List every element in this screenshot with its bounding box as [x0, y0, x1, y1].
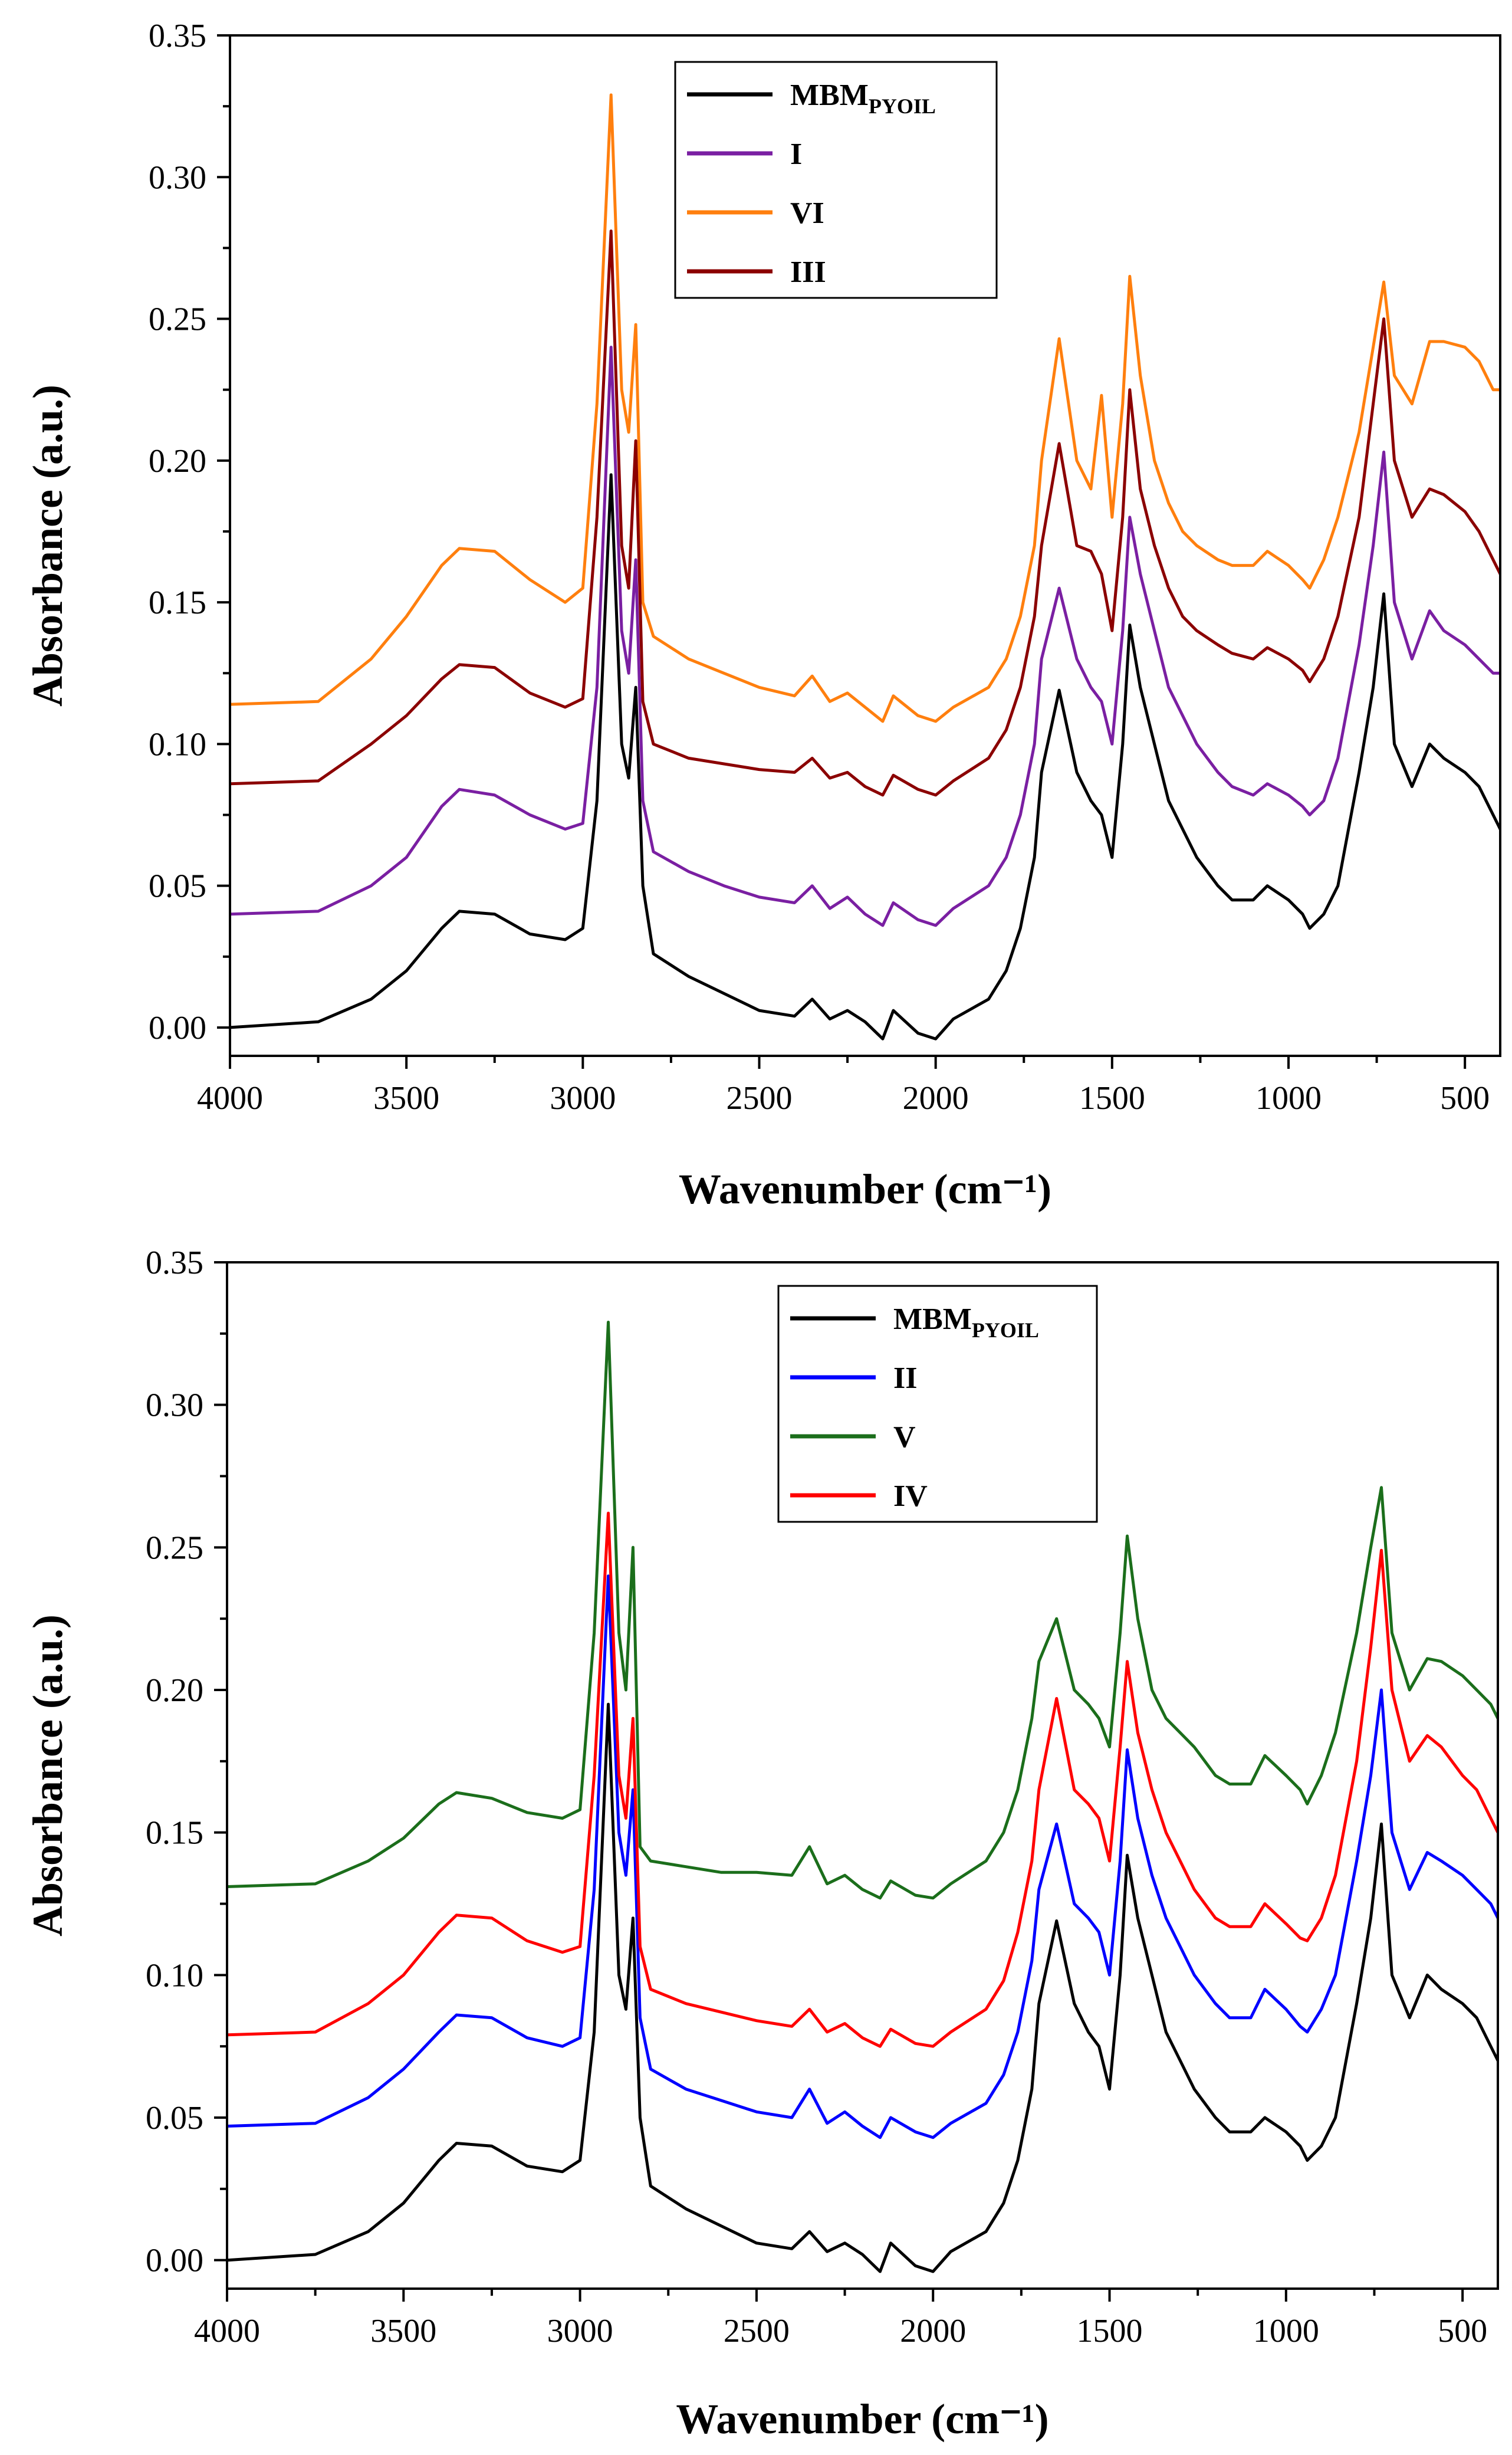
legend-label: IV — [893, 1479, 928, 1513]
x-tick-label: 2000 — [903, 1080, 969, 1117]
legend-label: V — [893, 1420, 916, 1454]
plot-frame — [229, 34, 1501, 1057]
legend-label: III — [790, 255, 826, 289]
y-tick-label: 0.05 — [146, 2100, 203, 2136]
series-line-i — [230, 346, 1500, 927]
series-line-iii — [230, 229, 1500, 797]
x-tick-label: 3500 — [373, 1080, 439, 1117]
x-tick-label: 1000 — [1253, 2313, 1319, 2349]
legend-label-subscript: PYOIL — [972, 1318, 1039, 1342]
series-line-v — [227, 1321, 1498, 1900]
y-axis-title: Absorbance (a.u.) — [24, 1614, 71, 1937]
y-tick-label: 0.15 — [146, 1815, 203, 1852]
series-group — [230, 93, 1500, 1041]
legend-label: MBMPYOIL — [893, 1302, 1039, 1342]
series-line-mbm-pyoil — [230, 473, 1500, 1041]
y-tick-label: 0.30 — [146, 1387, 203, 1424]
y-tick-label: 0.30 — [149, 159, 206, 196]
y-tick-label: 0.10 — [146, 1957, 203, 1994]
x-tick-label: 4000 — [197, 1080, 263, 1117]
series-line-vi — [230, 93, 1500, 723]
legend-label: VI — [790, 196, 824, 230]
y-tick-label: 0.35 — [149, 18, 206, 54]
x-tick-label: 500 — [1438, 2313, 1487, 2349]
y-tick-label: 0.20 — [149, 443, 206, 480]
y-tick-label: 0.00 — [149, 1010, 206, 1046]
top-panel: 4000 3500 3000 2500 2000 1500 1000 500 0.00 0.05 0… — [24, 18, 1501, 1213]
x-tick-label: 3000 — [547, 2313, 613, 2349]
y-tick-label: 0.05 — [149, 868, 206, 905]
series-line-ii — [227, 1574, 1498, 2139]
x-tick-label: 3000 — [550, 1080, 616, 1117]
y-tick-label: 0.25 — [149, 301, 206, 338]
plot-frame — [226, 1261, 1499, 2290]
legend-box — [777, 1285, 1098, 1523]
legend-label: I — [790, 137, 802, 171]
series-line-mbm-pyoil — [227, 1702, 1498, 2273]
x-tick-label: 500 — [1440, 1080, 1490, 1117]
x-tick-label: 1000 — [1255, 1080, 1322, 1117]
x-tick-label: 2500 — [727, 1080, 793, 1117]
x-tick-label: 3500 — [370, 2313, 436, 2349]
x-axis-title: Wavenumber (cm⁻¹) — [679, 1166, 1051, 1213]
x-tick-label: 1500 — [1077, 2313, 1143, 2349]
x-tick-label: 1500 — [1079, 1080, 1145, 1117]
legend-label-subscript: PYOIL — [869, 94, 936, 118]
y-tick-label: 0.35 — [146, 1245, 203, 1281]
x-tick-label: 2500 — [724, 2313, 790, 2349]
bottom-panel: 4000 3500 3000 2500 2000 1500 1000 500 0.00 0.05 0… — [24, 1245, 1499, 2443]
x-axis-title: Wavenumber (cm⁻¹) — [676, 2395, 1048, 2443]
legend: MBMPYOIL II V IV — [777, 1285, 1098, 1523]
series-group — [227, 1321, 1498, 2273]
y-tick-label: 0.20 — [146, 1672, 203, 1709]
y-tick-label: 0.10 — [149, 726, 206, 763]
x-tick-label: 2000 — [900, 2313, 966, 2349]
legend-box — [674, 61, 998, 299]
series-line-iv — [227, 1511, 1498, 2048]
y-tick-label: 0.00 — [146, 2243, 203, 2279]
x-tick-label: 4000 — [194, 2313, 260, 2349]
legend-label: II — [893, 1361, 917, 1395]
y-axis-title: Absorbance (a.u.) — [24, 385, 71, 707]
y-tick-label: 0.25 — [146, 1530, 203, 1566]
y-tick-label: 0.15 — [149, 585, 206, 621]
